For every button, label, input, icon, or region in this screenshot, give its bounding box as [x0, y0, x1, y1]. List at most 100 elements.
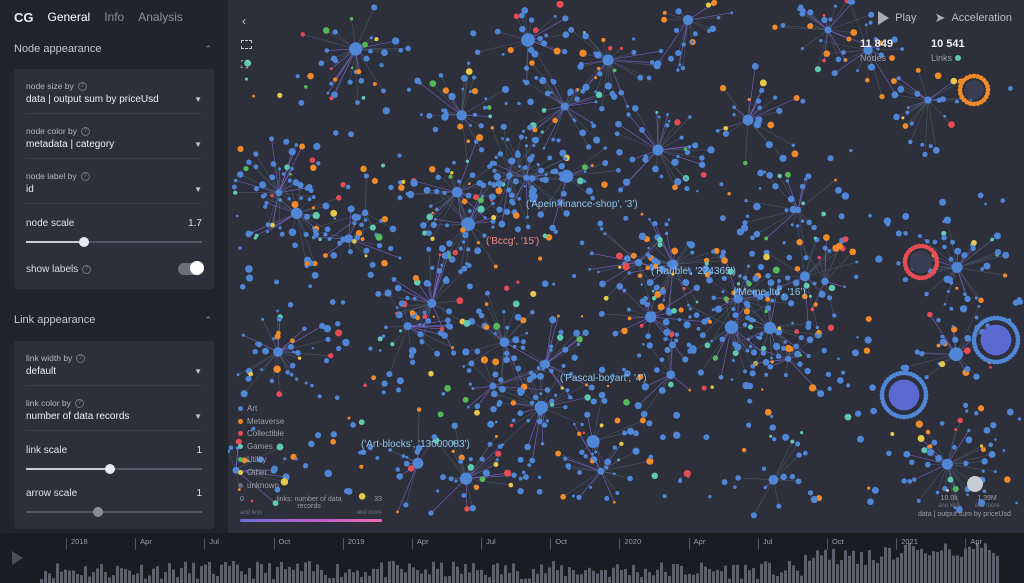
legend-item-other[interactable]: Other	[238, 466, 284, 479]
arrow-scale-value: 1	[196, 488, 202, 499]
timeline-tick: 2020	[619, 538, 641, 550]
help-icon[interactable]: ?	[76, 353, 86, 363]
size-legend-min-note: and less	[938, 503, 961, 509]
node-scale-slider[interactable]	[26, 235, 202, 249]
legend-dot	[238, 469, 243, 475]
nodes-color-dot	[889, 55, 896, 61]
timeline[interactable]: 2018 Apr Jul Oct 2019 Apr Jul Oct 2020 Apr Jul Oct 2…	[0, 533, 1024, 583]
node-label-pascal-boyart[interactable]: ('Pascal-boyart', '4')	[560, 373, 647, 384]
collapse-sidebar-icon[interactable]: ‹	[242, 14, 246, 28]
select-area-icon[interactable]	[241, 40, 252, 49]
link-scale-slider[interactable]	[26, 462, 202, 476]
show-labels-control: show labels?	[26, 251, 204, 281]
link-legend-min-note: and less	[240, 510, 263, 516]
graph-links	[228, 0, 1006, 516]
node-label-art-blocks[interactable]: ('Art-blocks', '13000083')	[361, 439, 470, 450]
node-label-apein[interactable]: ('Apein-finance-shop', '3')	[526, 199, 638, 210]
help-icon[interactable]: ?	[80, 171, 90, 181]
chevron-up-icon[interactable]: ⌃	[204, 43, 212, 54]
link-appearance-header[interactable]: Link appearance ⌃	[0, 305, 228, 335]
help-icon[interactable]: ?	[77, 81, 87, 91]
node-scale-value: 1.7	[188, 218, 202, 229]
legend-item-unknown[interactable]: unknown	[238, 479, 284, 492]
arrow-scale-slider[interactable]	[26, 505, 202, 519]
node-appearance-header[interactable]: Node appearance ⌃	[0, 34, 228, 64]
network-graph[interactable]	[228, 0, 1024, 533]
link-color-gradient	[240, 519, 382, 522]
node-label-bccg[interactable]: ('Bccg', '15')	[486, 236, 540, 247]
size-min-circle	[946, 489, 949, 492]
nodes-label: Nodes	[860, 53, 887, 63]
node-label-select[interactable]: node label by? id ▼	[26, 163, 202, 208]
timeline-tick: 2019	[342, 538, 364, 550]
node-label-label: node label by	[26, 171, 77, 181]
timeline-tick: 2018	[66, 538, 88, 550]
chevron-up-icon[interactable]: ⌃	[204, 314, 212, 325]
node-label-meme-ltd[interactable]: ('Meme-ltd', '16')	[733, 287, 806, 298]
nodes-count: 11 849	[860, 38, 894, 50]
acceleration-button[interactable]: ➤ Acceleration	[935, 10, 1012, 26]
link-width-value: default	[26, 366, 57, 377]
link-legend-max: 33	[374, 496, 382, 503]
playback-controls: Play ➤ Acceleration	[878, 10, 1012, 26]
legend-label: Collectible	[247, 429, 284, 439]
node-size-select[interactable]: node size by? data | output sum by price…	[26, 73, 202, 118]
timeline-tick: Oct	[550, 538, 567, 550]
size-legend-max-note: and more	[974, 503, 1000, 509]
node-color-select[interactable]: node color by? metadata | category ▼	[26, 118, 202, 163]
legend-item-metaverse[interactable]: Metaverse	[238, 415, 284, 428]
slider-thumb[interactable]	[93, 507, 104, 517]
legend-item-art[interactable]: Art	[238, 402, 284, 415]
link-appearance-title: Link appearance	[14, 314, 96, 326]
links-stat: 10 541 Links	[931, 38, 965, 63]
sidebar-header: CG General Info Analysis	[0, 0, 228, 34]
help-icon[interactable]: ?	[82, 264, 92, 274]
fit-view-icon[interactable]: ⛶	[241, 60, 248, 71]
slider-thumb[interactable]	[105, 464, 116, 474]
legend-dot	[238, 418, 243, 424]
tab-info[interactable]: Info	[104, 10, 125, 24]
legend-label: Utility	[247, 455, 267, 465]
legend-label: Metaverse	[247, 416, 285, 426]
timeline-tick: Apr	[135, 538, 152, 550]
timeline-tick: Oct	[273, 538, 290, 550]
play-button[interactable]: Play	[878, 10, 917, 26]
link-width-select[interactable]: link width by? default ▼	[26, 345, 202, 390]
legend-item-games[interactable]: Games	[238, 440, 284, 453]
link-scale-control: link scale 1	[26, 435, 202, 478]
legend-item-collectible[interactable]: Collectible	[238, 428, 284, 441]
links-count: 10 541	[931, 38, 965, 50]
link-appearance-panel: link width by? default ▼ link color by? n…	[14, 341, 214, 529]
size-legend-min: 10.0k	[940, 495, 958, 502]
link-color-select[interactable]: link color by? number of data records ▼	[26, 390, 202, 435]
links-label: Links	[931, 53, 953, 63]
timeline-play-icon[interactable]	[12, 551, 23, 565]
timeline-histogram[interactable]	[40, 533, 1024, 583]
help-icon[interactable]: ?	[81, 126, 91, 136]
timeline-tick: 2021	[896, 538, 918, 550]
dropdown-arrow-icon[interactable]: ▼	[194, 412, 202, 421]
nodes-stat: 11 849 Nodes	[860, 38, 896, 63]
timeline-tick: Jul	[757, 538, 772, 550]
show-labels-toggle[interactable]	[178, 261, 204, 275]
legend-label: Other	[247, 467, 268, 477]
tab-general[interactable]: General	[47, 10, 91, 24]
dropdown-arrow-icon[interactable]: ▼	[194, 367, 202, 376]
node-color-label: node color by	[26, 126, 78, 136]
play-icon	[878, 11, 890, 25]
help-icon[interactable]: ?	[74, 398, 84, 408]
legend-item-utility[interactable]: Utility	[238, 453, 284, 466]
dropdown-arrow-icon[interactable]: ▼	[194, 185, 202, 194]
slider-thumb[interactable]	[79, 237, 90, 247]
brand-logo: CG	[14, 9, 34, 25]
link-color-value: number of data records	[26, 411, 130, 422]
timeline-tick: Oct	[827, 538, 844, 550]
tab-analysis[interactable]: Analysis	[138, 10, 183, 24]
dropdown-arrow-icon[interactable]: ▼	[194, 140, 202, 149]
dropdown-arrow-icon[interactable]: ▼	[194, 95, 202, 104]
link-width-label: link width by	[26, 353, 73, 363]
graph-canvas[interactable]: ‹ ⛶ Play ➤ Acceleration 11 849 Nodes 10 …	[228, 0, 1024, 533]
timeline-tick: Apr	[688, 538, 705, 550]
legend-dot	[238, 431, 243, 437]
node-label-rarible[interactable]: ('Rarible', '224365')	[651, 266, 736, 277]
